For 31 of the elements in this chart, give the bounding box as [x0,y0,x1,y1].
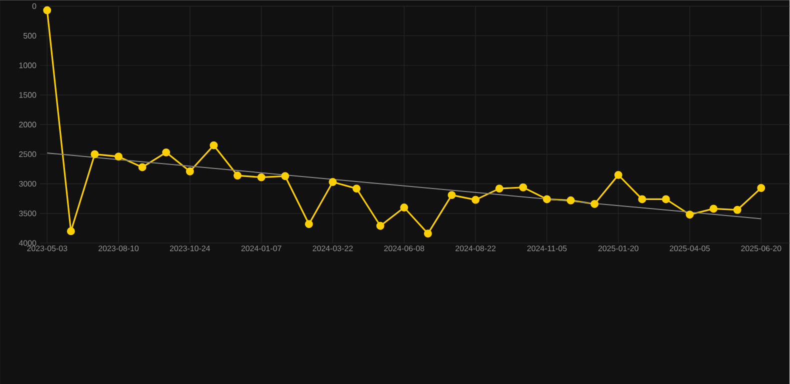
point [90,150,99,158]
point [686,210,694,219]
point [304,220,313,228]
point [210,141,218,150]
point [566,196,575,204]
point [66,227,75,236]
point [328,178,337,186]
point [472,196,480,204]
point [710,204,718,213]
point [43,6,52,14]
point [614,170,622,179]
point [186,167,194,176]
point [448,191,456,200]
point [138,163,146,172]
point [733,206,742,214]
point [495,184,504,193]
point [281,172,290,180]
point [114,152,123,161]
point [757,184,766,192]
point [400,204,408,212]
point [662,195,670,204]
point [519,183,528,192]
point [234,172,242,180]
point [638,195,646,204]
point [352,184,361,193]
point [590,200,599,208]
point [257,173,266,182]
point [162,148,170,156]
point [424,230,432,238]
point [376,222,384,230]
point [542,195,551,204]
